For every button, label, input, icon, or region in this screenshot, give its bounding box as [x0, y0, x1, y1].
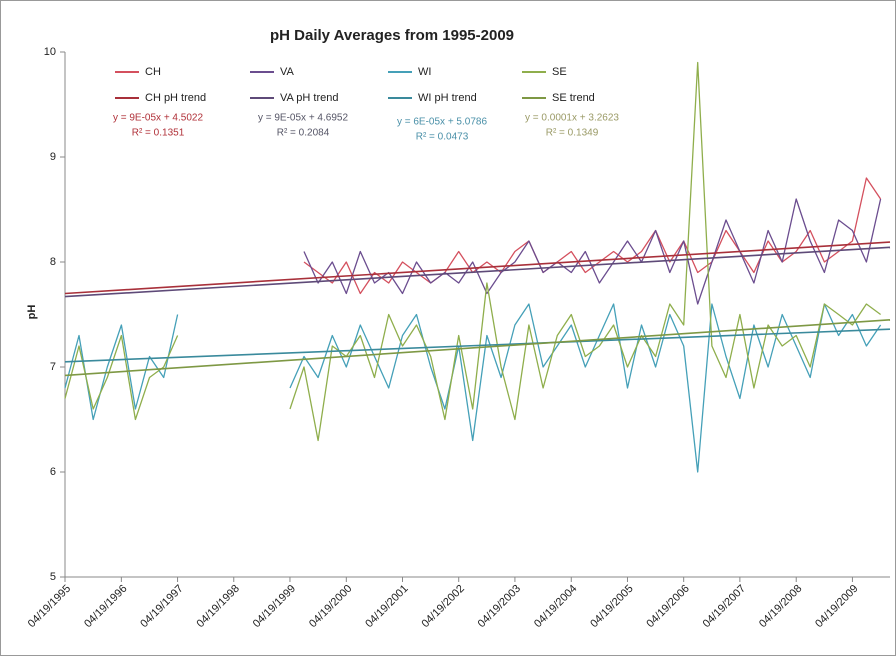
trend-r2: R² = 0.2084 [277, 128, 330, 139]
y-axis-label: pH [26, 305, 38, 320]
trend-equation: y = 9E-05x + 4.5022 [113, 113, 204, 124]
legend-label: WI [418, 66, 431, 78]
legend-label: CH [145, 66, 161, 78]
y-tick-label: 7 [50, 361, 56, 373]
series-line [64, 61, 881, 442]
chart-title: pH Daily Averages from 1995-2009 [270, 27, 514, 44]
legend-label: VA pH trend [280, 92, 339, 104]
y-tick-label: 8 [50, 256, 56, 268]
trend-equation: y = 6E-05x + 5.0786 [397, 117, 488, 128]
trend-r2: R² = 0.1351 [132, 128, 185, 139]
trend-r2: R² = 0.0473 [416, 132, 469, 143]
legend-label: SE [552, 66, 567, 78]
trend-line [64, 246, 891, 298]
legend-label: VA [280, 66, 295, 78]
trend-r2: R² = 0.1349 [546, 128, 599, 139]
trend-line [64, 241, 891, 295]
trend-equation: y = 0.0001x + 3.2623 [525, 113, 619, 124]
trend-equation: y = 9E-05x + 4.6952 [258, 113, 349, 124]
trend-line [64, 328, 891, 363]
y-tick-label: 5 [50, 571, 56, 583]
y-tick-label: 6 [50, 466, 56, 478]
legend-label: CH pH trend [145, 92, 206, 104]
trend-line [64, 319, 891, 377]
series-line [303, 198, 882, 305]
legend-label: SE trend [552, 92, 595, 104]
y-tick-label: 10 [44, 46, 56, 58]
legend-label: WI pH trend [418, 92, 477, 104]
y-tick-label: 9 [50, 151, 56, 163]
